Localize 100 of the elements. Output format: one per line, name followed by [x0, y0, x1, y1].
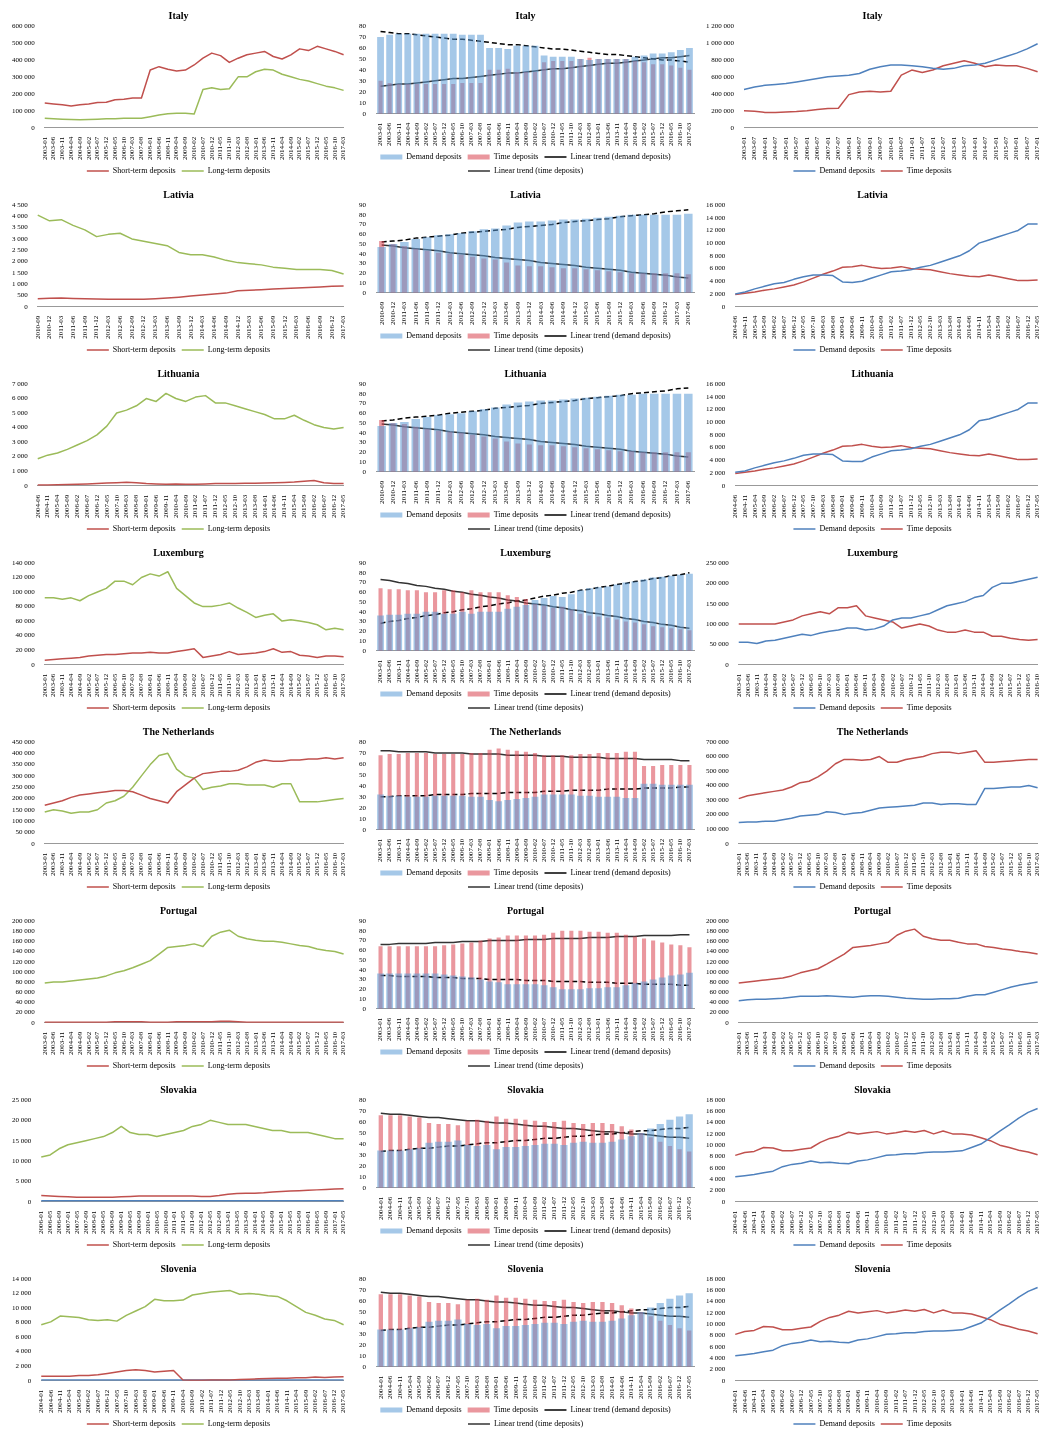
- bar: [577, 989, 584, 1009]
- bar: [649, 214, 659, 293]
- bar: [661, 393, 670, 472]
- bar: [386, 973, 394, 1009]
- bar: [415, 1327, 423, 1367]
- bar: [595, 988, 603, 1009]
- bar: [502, 404, 511, 472]
- legend-label: Long-term deposits: [207, 1061, 271, 1071]
- bar: [483, 1144, 491, 1188]
- chart-title: Italy: [862, 9, 883, 21]
- bar: [456, 413, 466, 472]
- bar: [449, 33, 457, 114]
- bar: [593, 396, 602, 472]
- bar: [684, 213, 693, 293]
- bar: [658, 784, 666, 830]
- bar: [586, 988, 593, 1009]
- legend-label: Demand deposits: [819, 703, 875, 713]
- bar: [454, 1140, 462, 1188]
- legend-label: Linear trend (time deposits): [493, 1240, 584, 1250]
- legend-label: Short-term deposits: [112, 1240, 176, 1250]
- bar: [454, 1319, 462, 1367]
- bar: [658, 576, 666, 651]
- legend-label: Time deposits: [906, 882, 952, 892]
- legend-label: Linear trend (demand deposits): [570, 868, 671, 878]
- legend-label: Short-term deposits: [112, 166, 176, 176]
- bar: [536, 221, 545, 293]
- legend-label: Time deposits: [493, 689, 539, 699]
- bar: [627, 394, 636, 472]
- line-series: [380, 1126, 690, 1153]
- legend-label: Time deposits: [493, 331, 539, 341]
- bar: [531, 1144, 539, 1188]
- legend-label: Time deposits: [906, 1061, 952, 1071]
- bar: [598, 1321, 607, 1367]
- bar: [567, 794, 575, 830]
- bar: [512, 1147, 520, 1188]
- bar: [458, 795, 466, 830]
- chart-title: Lithuania: [157, 367, 200, 379]
- bar: [667, 52, 675, 114]
- bar: [504, 800, 512, 830]
- legend-label: Short-term deposits: [112, 1061, 176, 1071]
- legend-label: Time deposits: [906, 703, 952, 713]
- legend-label: Linear trend (demand deposits): [570, 1405, 671, 1415]
- bar: [656, 1124, 664, 1188]
- line-series: [379, 786, 691, 798]
- legend-label: Linear trend (demand deposits): [570, 689, 671, 699]
- bar: [631, 56, 639, 114]
- chart-title: Luxemburg: [153, 546, 204, 558]
- bar: [445, 414, 455, 472]
- legend-label: Demand deposits: [819, 524, 875, 534]
- legend-label: Time deposits: [906, 524, 952, 534]
- bar: [649, 783, 657, 830]
- legend-label: Demand deposits: [819, 1240, 875, 1250]
- bar: [608, 1141, 616, 1188]
- bar: [672, 393, 682, 472]
- bar: [661, 214, 670, 293]
- legend-label: Long-term deposits: [207, 703, 271, 713]
- legend-label: Long-term deposits: [207, 882, 271, 892]
- bar: [549, 56, 557, 114]
- bar: [404, 796, 412, 830]
- bar: [685, 1114, 693, 1188]
- bar: [463, 1144, 472, 1188]
- bar: [631, 581, 639, 651]
- bar: [486, 47, 493, 114]
- bar: [479, 229, 489, 293]
- bar: [440, 613, 448, 651]
- bar: [627, 1136, 635, 1188]
- bar: [440, 974, 448, 1009]
- bar: [522, 45, 530, 114]
- chart-title: The Netherlands: [142, 725, 215, 737]
- legend-label: Demand deposits: [819, 882, 875, 892]
- bar: [525, 221, 534, 293]
- bar: [486, 611, 493, 651]
- legend-label: Demand deposits: [819, 1061, 875, 1071]
- bar: [504, 608, 512, 651]
- bar: [560, 1323, 568, 1367]
- bar: [413, 33, 421, 114]
- bar: [577, 590, 584, 651]
- legend-label: Demand deposits: [819, 1419, 875, 1429]
- bar: [676, 50, 684, 114]
- bar: [558, 794, 566, 830]
- bar: [638, 393, 648, 472]
- bar: [395, 973, 403, 1009]
- bar: [377, 36, 384, 114]
- bar: [422, 417, 432, 472]
- chart-title: Italy: [515, 9, 536, 21]
- chart-title: Luxemburg: [500, 546, 551, 558]
- bar: [396, 1150, 404, 1188]
- bar: [658, 53, 666, 114]
- bar: [422, 33, 430, 114]
- bar: [490, 407, 500, 472]
- legend-label: Linear trend (demand deposits): [570, 331, 671, 341]
- bar: [477, 34, 484, 114]
- bar: [477, 796, 484, 830]
- chart-title: Lativia: [510, 188, 541, 200]
- bar: [604, 395, 614, 472]
- bar: [589, 1142, 597, 1188]
- legend-label: Long-term deposits: [207, 345, 271, 355]
- bar: [627, 1315, 635, 1367]
- bar: [676, 784, 684, 830]
- legend-label: Demand deposits: [406, 1405, 462, 1415]
